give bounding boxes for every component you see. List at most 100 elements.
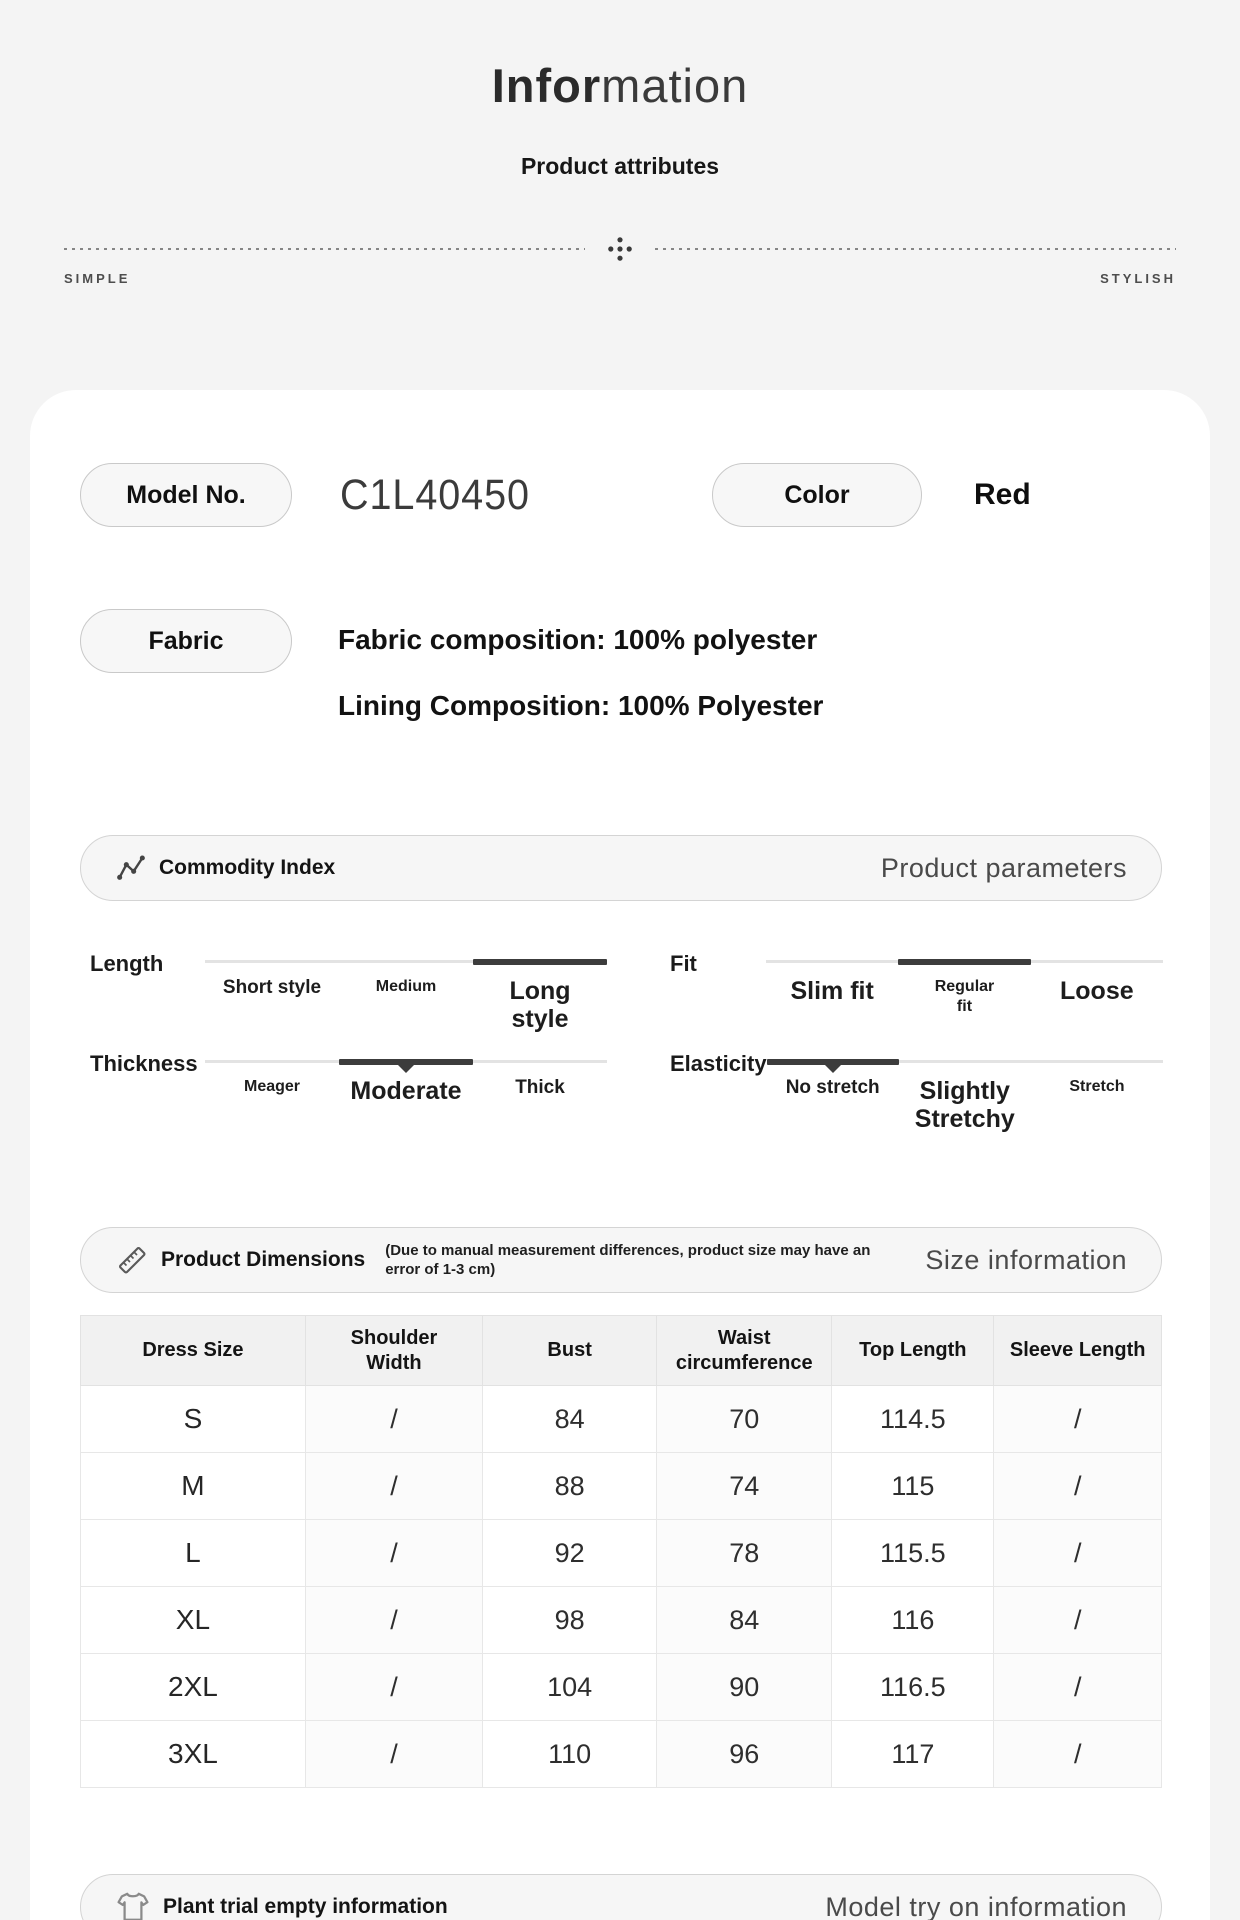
scale-option-label: Meager (243, 1078, 301, 1095)
value-cell: 96 (656, 1720, 833, 1788)
scale-track-line (766, 958, 1163, 965)
scale-option-label: Thick (515, 1077, 565, 1098)
dashed-line-left (64, 248, 585, 250)
value-cell: / (993, 1519, 1162, 1587)
value-cell: / (304, 1519, 484, 1587)
scale-fit: Fit Slim fit Regular fit Loose (666, 951, 1163, 1033)
scale-option-label: Long style (509, 977, 571, 1033)
column-header-label: Top Length (859, 1339, 967, 1361)
size-cell: 3XL (80, 1720, 306, 1788)
column-header-label: Dress Size (142, 1339, 244, 1361)
scale-track-line (205, 958, 608, 965)
scale-option: Regular fit (898, 977, 1030, 1017)
scale-option: Short style (205, 977, 339, 1033)
tag-stylish: STYLISH (1100, 271, 1176, 286)
value-cell: 104 (482, 1653, 658, 1721)
size-table-header: Dress Size Shoulder Width Bust Waist circum… (80, 1315, 1162, 1386)
scale-selected-segment (338, 1058, 474, 1065)
model-color-row: Model No. C1L40450 Color Red (80, 463, 1162, 527)
fabric-pill: Fabric (80, 609, 292, 673)
scale-label: Length (90, 951, 164, 976)
page-title-light: mation (601, 59, 749, 112)
page-title-bold: Infor (491, 59, 602, 112)
value-cell: 84 (482, 1385, 658, 1453)
scale-label: Elasticity (670, 1051, 767, 1076)
scale-options: Short style Medium Long style (205, 977, 607, 1033)
scale-option: Stretch (1031, 1077, 1163, 1133)
value-cell: 84 (656, 1586, 833, 1654)
scale-option: Long style (473, 977, 607, 1033)
scale-option-label: Regular fit (934, 978, 995, 1015)
scale-option-label: No stretch (785, 1077, 880, 1098)
value-cell: / (993, 1385, 1162, 1453)
value-cell: 90 (656, 1653, 833, 1721)
value-cell: 116.5 (831, 1653, 995, 1721)
color-value: Red (974, 478, 1031, 511)
product-dimensions-title: Product Dimensions (161, 1248, 366, 1271)
attributes-card: Model No. C1L40450 Color Red Fabric Fabr… (30, 390, 1210, 1920)
scale-length: Length Short style Medium Long style (80, 951, 608, 1033)
scale-selected-segment (898, 958, 1031, 965)
scale-option-label: Moderate (350, 1077, 462, 1105)
model-no-pill: Model No. (80, 463, 292, 527)
size-cell: S (80, 1385, 306, 1453)
column-header-label: Sleeve Length (1009, 1339, 1146, 1361)
scale-elasticity: Elasticity No stretch Slightly Stretchy Str… (666, 1051, 1163, 1133)
value-cell: 74 (656, 1452, 833, 1520)
value-cell: / (304, 1653, 484, 1721)
dashed-line-right (655, 248, 1176, 250)
value-cell: 117 (831, 1720, 995, 1788)
size-cell: 2XL (80, 1653, 306, 1721)
value-cell: 115 (831, 1452, 995, 1520)
scale-options: Meager Moderate Thick (205, 1077, 607, 1105)
value-cell: / (304, 1720, 484, 1788)
scale-option: Moderate (339, 1077, 473, 1105)
column-header: Top Length (831, 1315, 995, 1386)
value-cell: / (304, 1586, 484, 1654)
value-cell: 114.5 (831, 1385, 995, 1453)
fabric-row: Fabric Fabric composition: 100% polyeste… (80, 609, 1162, 739)
scale-option-label: Medium (375, 978, 437, 995)
scale-option-label: Slim fit (790, 977, 874, 1005)
lining-composition-line: Lining Composition: 100% Polyester (338, 690, 824, 721)
scale-track-line (766, 1058, 1163, 1073)
size-cell: XL (80, 1586, 306, 1654)
model-try-on-label: Model try on information (825, 1891, 1127, 1920)
column-header-label: Shoulder Width (350, 1326, 438, 1374)
value-cell: / (993, 1653, 1162, 1721)
value-cell: 88 (482, 1452, 658, 1520)
size-cell: L (80, 1519, 306, 1587)
scale-selected-segment (766, 1058, 899, 1065)
model-no-value: C1L40450 (340, 470, 530, 519)
table-row: 2XL/104 90 116.5/ (80, 1653, 1162, 1721)
size-information-label: Size information (925, 1244, 1127, 1275)
page-title: Information (0, 0, 1240, 113)
product-dimensions-bar: Product Dimensions (Due to manual measur… (80, 1227, 1162, 1293)
column-header: Dress Size (80, 1315, 306, 1386)
size-table-body: S/84 70 114.5/M/88 74 115/L/92 78 115.5/XL/98 8… (80, 1385, 1162, 1788)
commodity-index-bar: Commodity Index Product parameters (80, 835, 1162, 901)
scale-track-line (205, 1058, 607, 1073)
scale-track: Slim fit Regular fit Loose (766, 951, 1163, 1033)
table-row: L/92 78 115.5/ (80, 1519, 1162, 1587)
scale-option-label: Stretch (1069, 1078, 1125, 1095)
commodity-scales: Length Short style Medium Long style Fit Slim… (80, 951, 1163, 1133)
scale-option: No stretch (767, 1077, 899, 1133)
value-cell: / (304, 1385, 484, 1453)
size-cell: M (80, 1452, 306, 1520)
ruler-icon (115, 1243, 149, 1277)
scale-thickness: Thickness Meager Moderate Thick (80, 1051, 607, 1133)
scale-track: No stretch Slightly Stretchy Stretch (766, 1051, 1163, 1133)
measurement-note: (Due to manual measurement differences, … (385, 1241, 871, 1279)
move-dots-icon (607, 236, 633, 262)
scale-option-label: Short style (222, 977, 322, 998)
table-row: XL/98 84 116/ (80, 1586, 1162, 1654)
page-subtitle: Product attributes (520, 153, 720, 179)
scale-options: Slim fit Regular fit Loose (766, 977, 1163, 1017)
color-pill: Color (712, 463, 922, 527)
scale-option: Loose (1031, 977, 1163, 1017)
scale-track: Short style Medium Long style (205, 951, 608, 1033)
scale-marker-triangle (397, 1064, 415, 1073)
table-row: 3XL/110 96 117/ (80, 1720, 1162, 1788)
